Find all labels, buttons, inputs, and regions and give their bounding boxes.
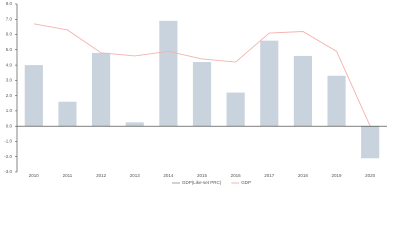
bar [293,55,312,127]
bar [24,65,43,127]
y-tick-label: -2.0 [4,154,12,159]
y-tick-label: 1.0 [6,108,13,113]
bar [226,92,245,127]
line [33,23,371,127]
x-tick-label: 2020 [365,173,376,178]
chart: -3.0 -2.0 -1.0 0.0 1.0 2.0 3.0 4.0 5.0 6.0 7.0 8.0 2… [4,1,387,185]
y-tick-label: -3.0 [4,169,12,174]
x-tick-label: 2016 [231,173,242,178]
y-tick-label: 0.0 [6,123,13,128]
legend-label: GDP(Like-set PRC) [182,180,222,185]
bar [58,101,77,127]
x-tick-label: 2014 [163,173,174,178]
y-tick-label: 2.0 [6,93,13,98]
bar [327,75,346,127]
x-tick-label: 2015 [197,173,208,178]
x-tick-label: 2013 [130,173,141,178]
bar [361,126,380,159]
bar [192,62,212,127]
bar [260,40,279,127]
y-tick-label: 4.0 [6,62,13,67]
x-tick-label: 2017 [264,173,275,178]
y-tick-label: 6.0 [6,32,13,37]
y-tick-label: -1.0 [4,139,12,144]
x-tick-label: 2018 [298,173,309,178]
y-tick-label: 7.0 [6,16,13,21]
bar [159,20,178,127]
x-tick-label: 2011 [63,173,73,178]
x-tick-label: 2010 [29,173,40,178]
bar [92,52,111,127]
x-tick-label: 2012 [96,173,107,178]
y-tick-label: 8.0 [6,1,13,6]
y-tick-label: 5.0 [6,47,13,52]
x-tick-label: 2019 [332,173,343,178]
y-tick-label: 3.0 [6,78,13,83]
bar [125,122,144,127]
legend-swatch [172,182,180,184]
legend-label: GDP [241,180,251,185]
